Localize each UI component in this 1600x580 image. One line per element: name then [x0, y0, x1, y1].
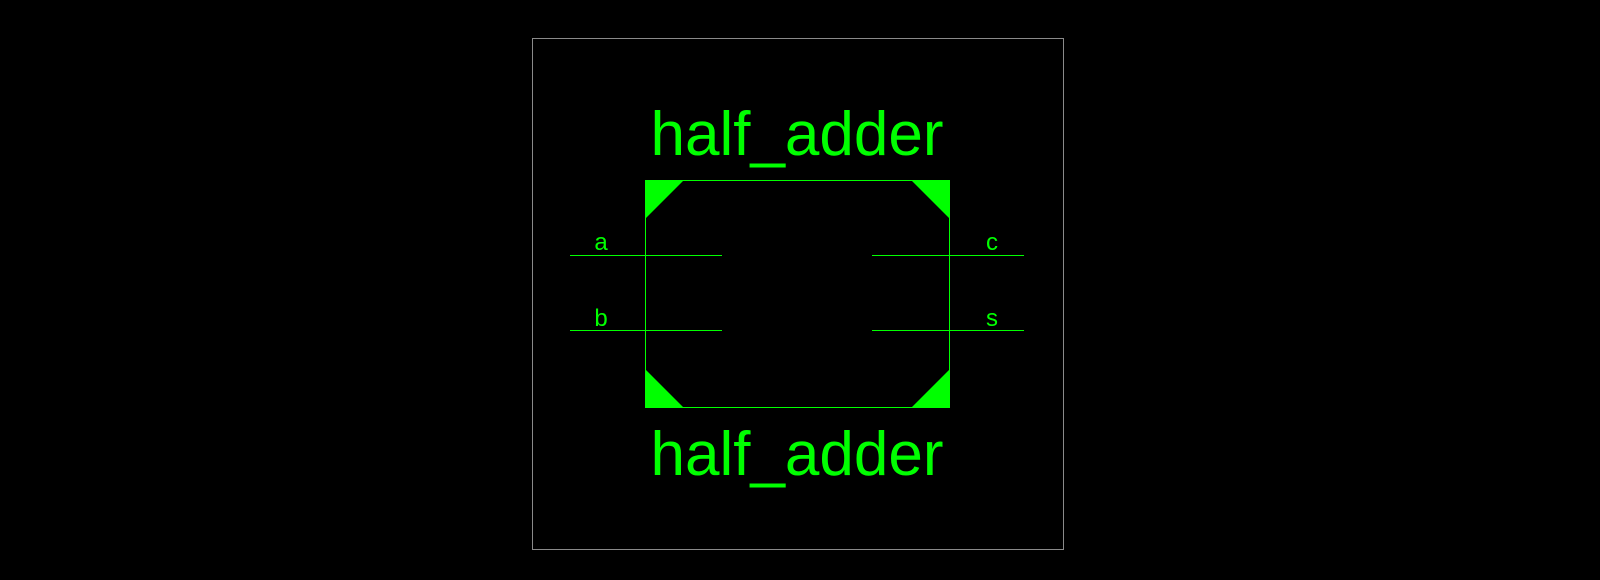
corner-marker-bottom-left [645, 369, 684, 408]
symbol-name-top: half_adder [650, 100, 943, 169]
symbol-frame [532, 38, 1064, 550]
input-pin-b[interactable]: b [570, 305, 722, 332]
component-body[interactable] [645, 180, 950, 408]
component-outline [645, 180, 950, 408]
corner-marker-bottom-right [911, 369, 950, 408]
output-pin-s[interactable]: s [872, 305, 1024, 332]
corner-marker-top-left [645, 180, 684, 219]
pin-label: c [986, 229, 998, 256]
symbol-name-bottom: half_adder [650, 420, 943, 489]
corner-marker-top-right [911, 180, 950, 219]
pin-label: s [986, 305, 998, 332]
input-pin-a[interactable]: a [570, 229, 722, 256]
output-pin-c[interactable]: c [872, 229, 1024, 256]
pin-label: a [594, 229, 608, 256]
pin-label: b [594, 305, 607, 332]
